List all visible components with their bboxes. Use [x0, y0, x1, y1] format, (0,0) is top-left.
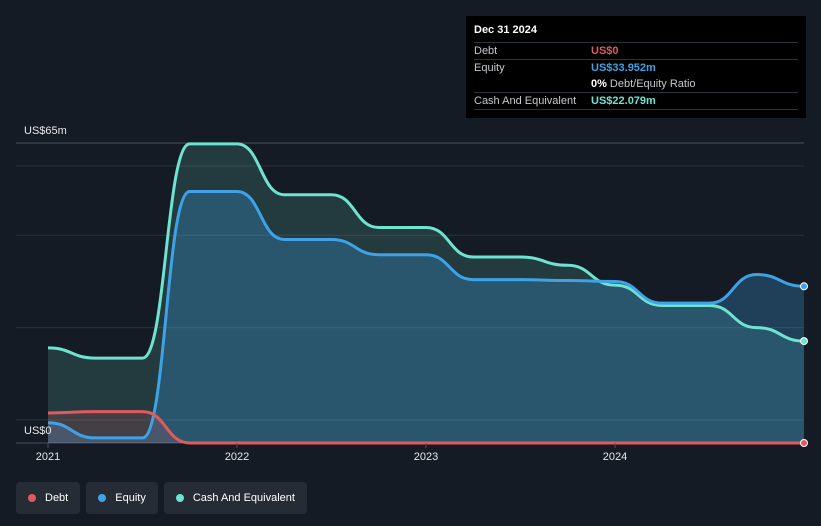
legend-item-cash[interactable]: Cash And Equivalent: [163, 482, 307, 514]
end-marker-equity: [800, 282, 808, 291]
tooltip-row-cash: Cash And Equivalent US$22.079m: [474, 92, 798, 110]
series-end-markers: [800, 282, 808, 447]
tooltip-label: Debt: [474, 45, 498, 57]
end-marker-debt: [800, 439, 808, 447]
tooltip-row-equity: Equity US$33.952m: [474, 59, 798, 76]
y-axis-top-label: US$65m: [24, 125, 67, 137]
chart-area: 2021 2022 2023 2024: [16, 142, 808, 463]
legend-label: Cash And Equivalent: [192, 492, 295, 504]
x-tick-label: 2023: [414, 451, 438, 463]
legend-dot-icon: [175, 494, 184, 502]
area-debt: [48, 411, 804, 443]
tooltip-row-debt: Debt US$0: [474, 42, 798, 59]
series-lines: [47, 142, 805, 445]
tooltip-date: Dec 31 2024: [474, 24, 537, 36]
series-areas: [48, 143, 804, 443]
end-marker-cash-and-equivalent: [800, 337, 808, 346]
x-tick-label: 2021: [36, 451, 60, 463]
x-axis-ticks: 2021 2022 2023 2024: [36, 443, 627, 463]
legend-dot-icon: [28, 494, 36, 502]
tooltip-value-ratio: 0%: [591, 78, 607, 90]
legend-item-debt[interactable]: Debt: [16, 482, 81, 514]
y-axis-bottom-label: US$0: [24, 425, 52, 437]
legend-label: Equity: [115, 492, 146, 504]
line-cash-and-equivalent: [47, 142, 805, 360]
line-debt: [47, 410, 804, 445]
tooltip-row-ratio: 0% Debt/Equity Ratio: [474, 76, 798, 92]
chart-legend: Debt Equity Cash And Equivalent: [16, 482, 307, 514]
legend-dot-icon: [98, 494, 107, 502]
data-tooltip: Dec 31 2024 Debt US$0 Equity US$33.952m …: [466, 16, 806, 118]
x-tick-label: 2024: [603, 451, 627, 463]
area-equity: [48, 191, 804, 443]
tooltip-value-cash: US$22.079m: [591, 95, 656, 107]
tooltip-label: Equity: [474, 62, 505, 74]
area-cash-and-equivalent: [48, 143, 804, 443]
legend-item-equity[interactable]: Equity: [86, 482, 158, 514]
tooltip-value-debt: US$0: [591, 45, 619, 57]
tooltip-ratio-label: Debt/Equity Ratio: [609, 78, 696, 90]
line-equity: [47, 189, 805, 440]
tooltip-label: Cash And Equivalent: [474, 95, 577, 107]
tooltip-value-equity: US$33.952m: [591, 62, 656, 74]
x-tick-label: 2022: [225, 451, 249, 463]
legend-label: Debt: [45, 492, 69, 504]
